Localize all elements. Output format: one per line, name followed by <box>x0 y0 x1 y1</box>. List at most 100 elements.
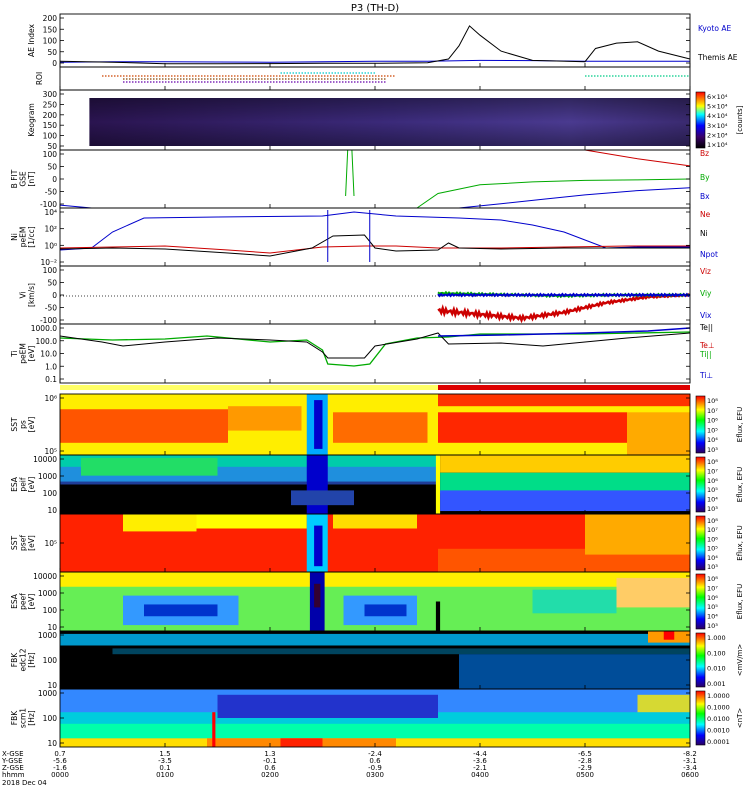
xaxis-tick-time: 0100 <box>156 771 174 779</box>
sst-ion-spectrogram <box>228 406 302 431</box>
bfit-ylabel: [nT] <box>27 171 36 186</box>
sst_e-colorbar-label: Eflux, EFU <box>736 525 744 560</box>
esa_i-colorbar-tick: 10⁶ <box>707 477 718 485</box>
xaxis-tick-time: 0000 <box>51 771 69 779</box>
esa-ion-spectrogram <box>435 455 441 514</box>
xaxis-row-label: X-GSE <box>2 750 24 758</box>
xaxis-tick-y: -5.6 <box>53 757 67 765</box>
ti-ylabel: peEM <box>19 343 28 364</box>
esa-electron-spectrogram <box>616 577 690 608</box>
fbk-b-spectrogram <box>637 694 690 713</box>
xaxis-tick-y: -3.5 <box>158 757 172 765</box>
sst_e-ylabel: [eV] <box>27 535 36 551</box>
sst_e-ylabel: psef <box>19 535 28 551</box>
esa_e-ytick: 10000 <box>33 572 57 581</box>
esa_e-ytick: 100 <box>43 606 58 615</box>
fbk_e-colorbar-tick: 0.001 <box>707 680 726 688</box>
esa_i-colorbar-tick: 10⁴ <box>707 496 718 504</box>
keogram-colorbar-tick: 4×10⁴ <box>707 112 728 120</box>
esa_i-colorbar-tick: 10⁷ <box>707 467 718 475</box>
sst_i-ylabel: [eV] <box>27 417 36 433</box>
plot-title: P3 (TH-D) <box>351 3 399 14</box>
sst_e-colorbar-tick: 10⁷ <box>707 526 718 534</box>
fbk-e-spectrogram <box>60 633 690 646</box>
esa_e-colorbar-tick: 10⁵ <box>707 603 718 611</box>
legend-bz: Bz <box>700 149 709 158</box>
xaxis-tick-x: -2.4 <box>368 750 382 758</box>
legend-ti-0: Te|| <box>699 323 713 332</box>
sst_e-colorbar-tick: 10³ <box>707 563 718 571</box>
sst_e-colorbar-tick: 10⁸ <box>707 517 718 525</box>
keogram-ytick: 200 <box>43 111 58 120</box>
ae-series-themis-ae <box>59 25 691 65</box>
xaxis-row-label: 2018 Dec 04 <box>2 779 47 787</box>
sst-ion-spectrogram <box>314 400 323 449</box>
keogram-colorbar-tick: 1×10⁴ <box>707 141 728 149</box>
fbk_b-ytick: 10 <box>47 739 57 748</box>
vi-ytick: -50 <box>45 304 57 313</box>
ti-series-ti-par <box>59 331 691 367</box>
sst-ion-spectrogram <box>333 412 428 443</box>
esa-ion-spectrogram <box>440 472 690 494</box>
fbk-e-spectrogram <box>112 648 690 655</box>
esa_e-ylabel: [eV] <box>27 594 36 610</box>
xaxis-tick-time: 0600 <box>681 771 699 779</box>
sst_e-colorbar-tick: 10⁵ <box>707 545 718 553</box>
xaxis-tick-time: 0300 <box>366 771 384 779</box>
fbk_e-ytick: 100 <box>43 656 58 665</box>
region-bar-red <box>438 385 690 390</box>
ni-ylabel: [1/cc] <box>27 226 36 247</box>
esa_e-colorbar-tick: 10⁴ <box>707 613 718 621</box>
xaxis-tick-time: 0200 <box>261 771 279 779</box>
fbk-b-spectrogram <box>280 738 323 747</box>
esa-electron-spectrogram <box>144 604 218 617</box>
sst_i-ylabel: SST <box>10 417 19 432</box>
ti-ylabel: Ti <box>10 350 19 357</box>
xaxis-tick-z: -2.9 <box>578 764 592 772</box>
sst_i-colorbar-tick: 10⁷ <box>707 407 718 415</box>
vi-series-vix <box>437 292 691 298</box>
vi-ytick: -100 <box>40 316 57 325</box>
xaxis-tick-y: -2.8 <box>578 757 592 765</box>
xaxis-row-label: Z-GSE <box>2 764 24 772</box>
sst-electron-spectrogram <box>333 514 417 529</box>
esa-electron-spectrogram <box>314 583 321 608</box>
esa-ion-spectrogram <box>81 457 218 476</box>
fbk_e-colorbar-tick: 0.010 <box>707 665 726 673</box>
sst_e-colorbar <box>695 515 706 571</box>
bfit-ytick: 50 <box>47 163 57 172</box>
sst_i-colorbar-tick: 10⁴ <box>707 436 718 444</box>
bfit-series-bz <box>584 149 691 167</box>
esa_e-colorbar-tick: 10³ <box>707 622 718 630</box>
sst_e-colorbar-tick: 10⁴ <box>707 554 718 562</box>
sst-ion-spectrogram <box>627 412 690 455</box>
bfit-by-spike <box>345 149 355 197</box>
ti-ytick: 100.0 <box>36 337 58 346</box>
xaxis-tick-y: -0.1 <box>263 757 277 765</box>
vi-series-viz <box>437 293 691 324</box>
keogram-shading <box>89 98 690 146</box>
legend-ti-2: Ti|| <box>699 350 712 359</box>
fbk_b-colorbar-tick: 0.0001 <box>707 738 730 746</box>
sst_e-ylabel: SST <box>10 536 19 551</box>
esa-ion-spectrogram <box>440 490 690 512</box>
sst_i-colorbar-label: Eflux, EFU <box>736 407 744 442</box>
fbk_e-colorbar-label: <mV/m> <box>736 644 744 677</box>
ni-ytick: 10⁻² <box>40 258 57 267</box>
legend-ti-3: Ti⊥ <box>699 371 713 380</box>
ni-ylabel: Ni <box>10 233 19 241</box>
xaxis-tick-time: 0400 <box>471 771 489 779</box>
fbk_b-ylabel: scm1 <box>19 708 28 728</box>
esa_i-colorbar-tick: 10⁵ <box>707 486 718 494</box>
ni-ylabel: peEM <box>19 227 28 248</box>
bfit-ytick: -100 <box>40 200 57 209</box>
esa_e-ylabel: ESA <box>10 593 19 609</box>
esa-ion-spectrogram <box>291 490 354 506</box>
esa_i-colorbar-label: Eflux, EFU <box>736 467 744 502</box>
ae-ytick: 200 <box>43 14 58 23</box>
esa_e-colorbar-tick: 10⁷ <box>707 584 718 592</box>
legend-npot: Npot <box>700 250 718 259</box>
ae-ytick: 50 <box>47 48 57 57</box>
